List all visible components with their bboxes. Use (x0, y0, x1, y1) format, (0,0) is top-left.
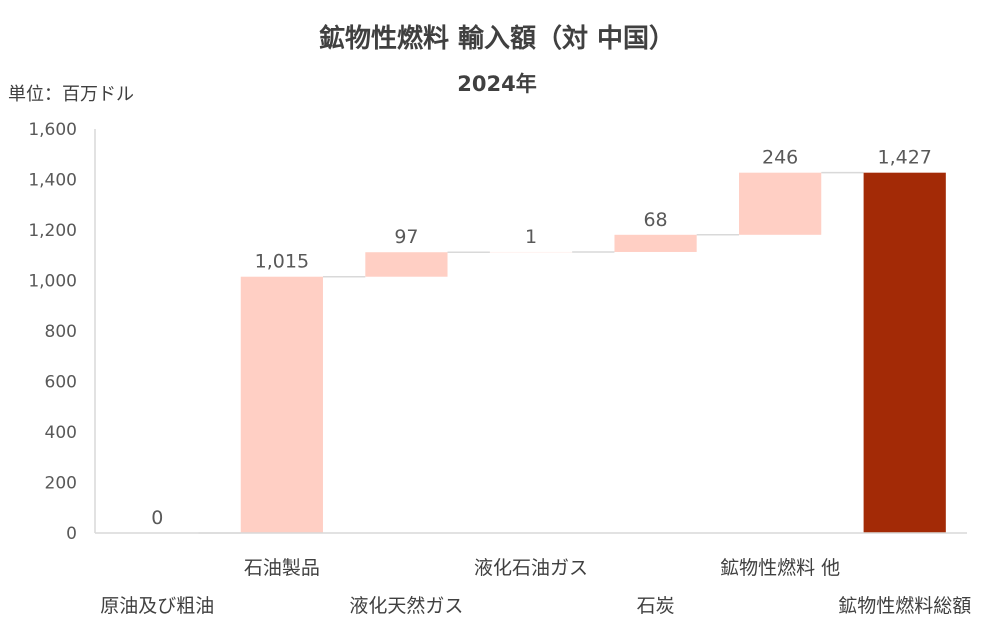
category-label: 石油製品 (244, 557, 320, 579)
bars (240, 172, 946, 533)
y-tick-label: 1,200 (28, 221, 77, 241)
category-label: 鉱物性燃料総額 (838, 595, 971, 617)
y-tick-label: 200 (45, 474, 77, 494)
value-label: 68 (643, 209, 667, 231)
y-tick-label: 1,400 (28, 171, 77, 191)
category-label: 液化天然ガス (349, 595, 463, 617)
unit-label: 単位：百万ドル (8, 84, 134, 105)
total-bar (863, 172, 946, 533)
value-labels: 0 1,015 97 1 68 246 1,427 (151, 147, 932, 529)
value-label: 0 (151, 507, 163, 529)
increment-bar (739, 172, 822, 235)
y-tick-label: 0 (66, 524, 77, 544)
increment-bar (365, 252, 448, 277)
chart-title: 鉱物性燃料 輸入額（対 中国） (319, 23, 675, 54)
y-tick-label: 800 (45, 322, 77, 342)
increment-bar (614, 234, 697, 252)
value-label: 1,015 (255, 251, 309, 273)
y-tick-label: 1,000 (28, 272, 77, 292)
category-label: 石炭 (637, 595, 675, 617)
y-tick-label: 600 (45, 373, 77, 393)
category-label: 液化石油ガス (474, 557, 588, 579)
value-label: 97 (394, 226, 418, 248)
value-label: 1 (525, 226, 537, 248)
y-tick-label: 1,600 (28, 120, 77, 140)
chart-subtitle: 2024年 (457, 72, 536, 96)
increment-bar (240, 276, 323, 533)
value-label: 1,427 (878, 147, 932, 169)
y-axis-ticks: 0 200 400 600 800 1,000 1,200 1,400 1,600 (28, 120, 77, 544)
category-label: 原油及び粗油 (100, 595, 214, 617)
y-tick-label: 400 (45, 423, 77, 443)
value-label: 246 (762, 147, 798, 169)
category-label: 鉱物性燃料 他 (720, 557, 840, 579)
